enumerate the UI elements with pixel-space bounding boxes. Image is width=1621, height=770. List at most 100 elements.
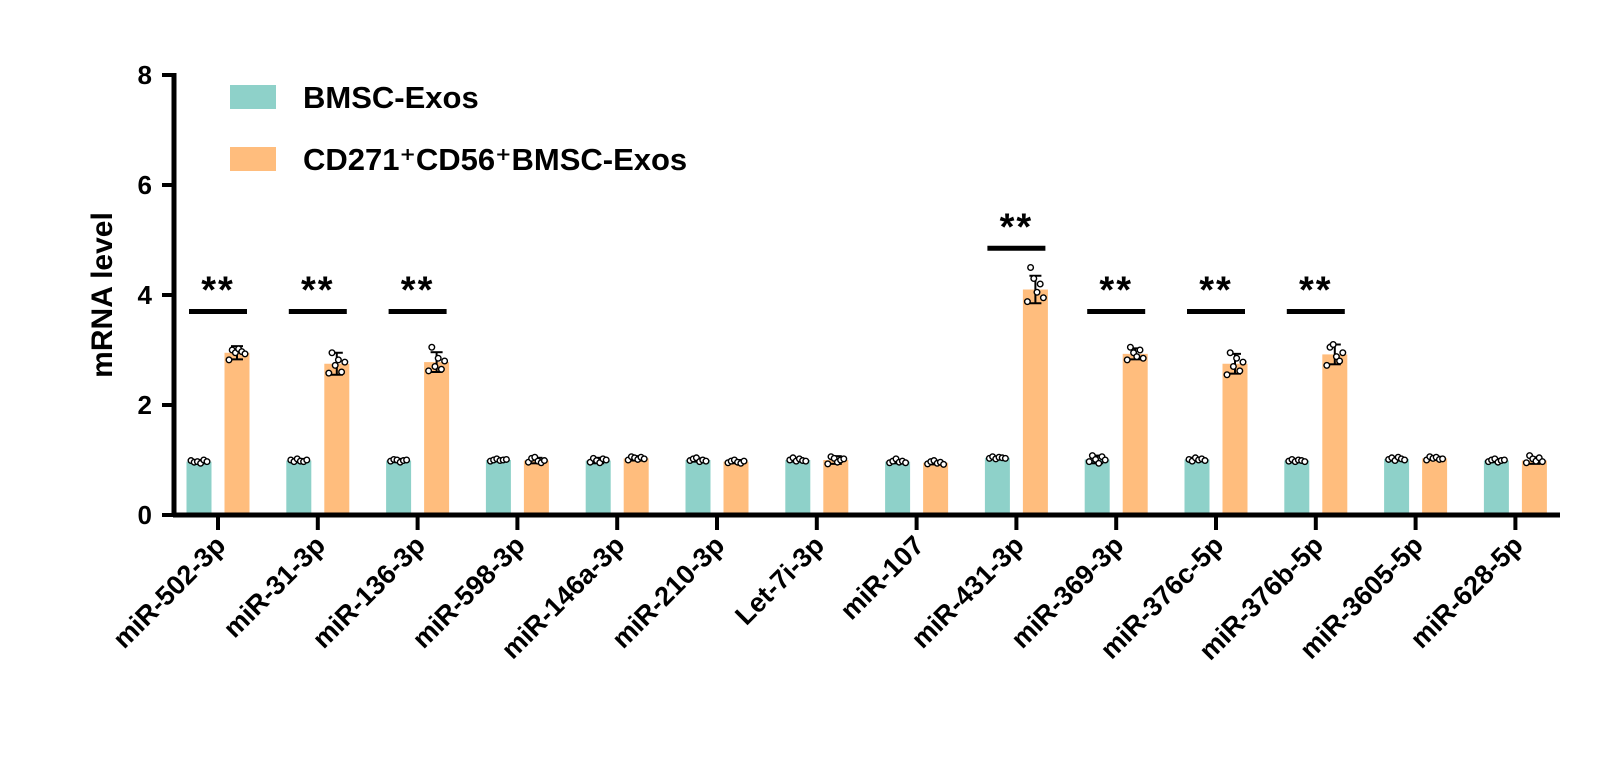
- data-point: [1236, 367, 1244, 375]
- plot-area: 02468miR-502-3pmiR-31-3pmiR-136-3pmiR-59…: [107, 60, 1560, 666]
- y-tick-label: 2: [138, 390, 152, 420]
- bar-cd271-4: [623, 458, 649, 515]
- data-point: [902, 459, 910, 467]
- data-point: [1126, 343, 1134, 351]
- data-point: [1336, 357, 1344, 365]
- data-point: [602, 456, 610, 464]
- bar-cd271-7: [923, 462, 949, 515]
- data-point: [1085, 458, 1093, 466]
- data-point: [1401, 456, 1409, 464]
- data-point: [1030, 275, 1038, 283]
- data-point: [1239, 358, 1247, 366]
- data-point: [1226, 349, 1234, 357]
- bar-bmsc-3: [485, 460, 511, 515]
- bar-cd271-8: [1022, 289, 1048, 515]
- bar-cd271-6: [823, 460, 849, 515]
- data-point: [1136, 346, 1144, 354]
- data-point: [437, 365, 445, 373]
- bar-bmsc-6: [785, 460, 811, 515]
- data-point: [940, 460, 948, 468]
- bar-cd271-11: [1322, 354, 1348, 515]
- data-point: [328, 349, 336, 357]
- x-tick-label: miR-107: [834, 530, 929, 625]
- data-point: [325, 369, 333, 377]
- bar-bmsc-1: [286, 460, 312, 515]
- x-tick-label: miR-502-3p: [107, 530, 231, 654]
- data-point: [1023, 298, 1031, 306]
- data-point: [428, 343, 436, 351]
- data-point: [1522, 459, 1530, 467]
- bar-bmsc-5: [685, 460, 711, 515]
- data-point: [1139, 354, 1147, 362]
- bar-bmsc-2: [386, 460, 412, 515]
- bar-bmsc-0: [186, 461, 212, 515]
- data-point: [1223, 371, 1231, 379]
- y-tick-label: 4: [138, 280, 153, 310]
- data-point: [1095, 459, 1103, 467]
- data-point: [1123, 356, 1131, 364]
- significance-marker: **: [1299, 270, 1333, 312]
- bar-bmsc-11: [1284, 460, 1310, 515]
- data-point: [1329, 341, 1337, 349]
- data-point: [824, 460, 832, 468]
- legend-label-cd271: CD271⁺CD56⁺BMSC-Exos: [303, 142, 687, 177]
- data-point: [1229, 363, 1237, 371]
- data-point: [1001, 454, 1009, 462]
- bar-cd271-1: [324, 363, 350, 515]
- bar-cd271-5: [723, 461, 749, 515]
- bar-bmsc-8: [984, 457, 1010, 515]
- bar-cd271-9: [1122, 353, 1148, 515]
- data-point: [203, 458, 211, 466]
- data-point: [431, 363, 439, 371]
- data-point: [241, 350, 249, 358]
- data-point: [403, 456, 411, 464]
- data-point: [338, 368, 346, 376]
- bar-cd271-10: [1222, 363, 1248, 515]
- y-tick-label: 6: [138, 170, 152, 200]
- significance-marker: **: [401, 270, 435, 312]
- data-point: [802, 457, 810, 465]
- y-tick-label: 8: [138, 60, 152, 90]
- significance-marker: **: [1000, 206, 1034, 248]
- legend-swatch-cd271: [230, 147, 276, 171]
- data-point: [341, 358, 349, 366]
- y-axis-title: mRNA level: [86, 212, 119, 378]
- data-point: [1033, 288, 1041, 296]
- legend-label-bmsc: BMSC-Exos: [303, 80, 479, 115]
- legend-swatch-bmsc: [230, 85, 276, 109]
- data-point: [1133, 353, 1141, 361]
- data-point: [1323, 361, 1331, 369]
- data-point: [303, 456, 311, 464]
- data-point: [434, 354, 442, 362]
- data-point: [1036, 280, 1044, 288]
- bar-cd271-13: [1521, 460, 1547, 515]
- data-point: [334, 356, 342, 364]
- bar-cd271-0: [224, 352, 250, 515]
- bar-bmsc-13: [1483, 460, 1509, 515]
- x-tick-label: Let-7i-3p: [729, 530, 830, 631]
- data-point: [1101, 456, 1109, 464]
- significance-marker: **: [1199, 270, 1233, 312]
- bar-bmsc-4: [585, 460, 611, 515]
- data-point: [640, 455, 648, 463]
- data-point: [1538, 458, 1546, 466]
- significance-marker: **: [301, 270, 335, 312]
- data-point: [1339, 349, 1347, 357]
- bar-bmsc-7: [885, 461, 911, 515]
- data-point: [540, 457, 548, 465]
- bar-bmsc-12: [1384, 458, 1410, 515]
- data-point: [425, 367, 433, 375]
- data-point: [1233, 354, 1241, 362]
- bar-bmsc-9: [1084, 459, 1110, 515]
- data-point: [225, 356, 233, 364]
- bar-cd271-12: [1422, 458, 1448, 515]
- y-tick-label: 0: [138, 500, 152, 530]
- data-point: [502, 455, 510, 463]
- data-point: [331, 361, 339, 369]
- data-point: [1500, 456, 1508, 464]
- bar-bmsc-10: [1184, 459, 1210, 515]
- data-point: [740, 457, 748, 465]
- data-point: [1439, 455, 1447, 463]
- significance-marker: **: [1099, 270, 1133, 312]
